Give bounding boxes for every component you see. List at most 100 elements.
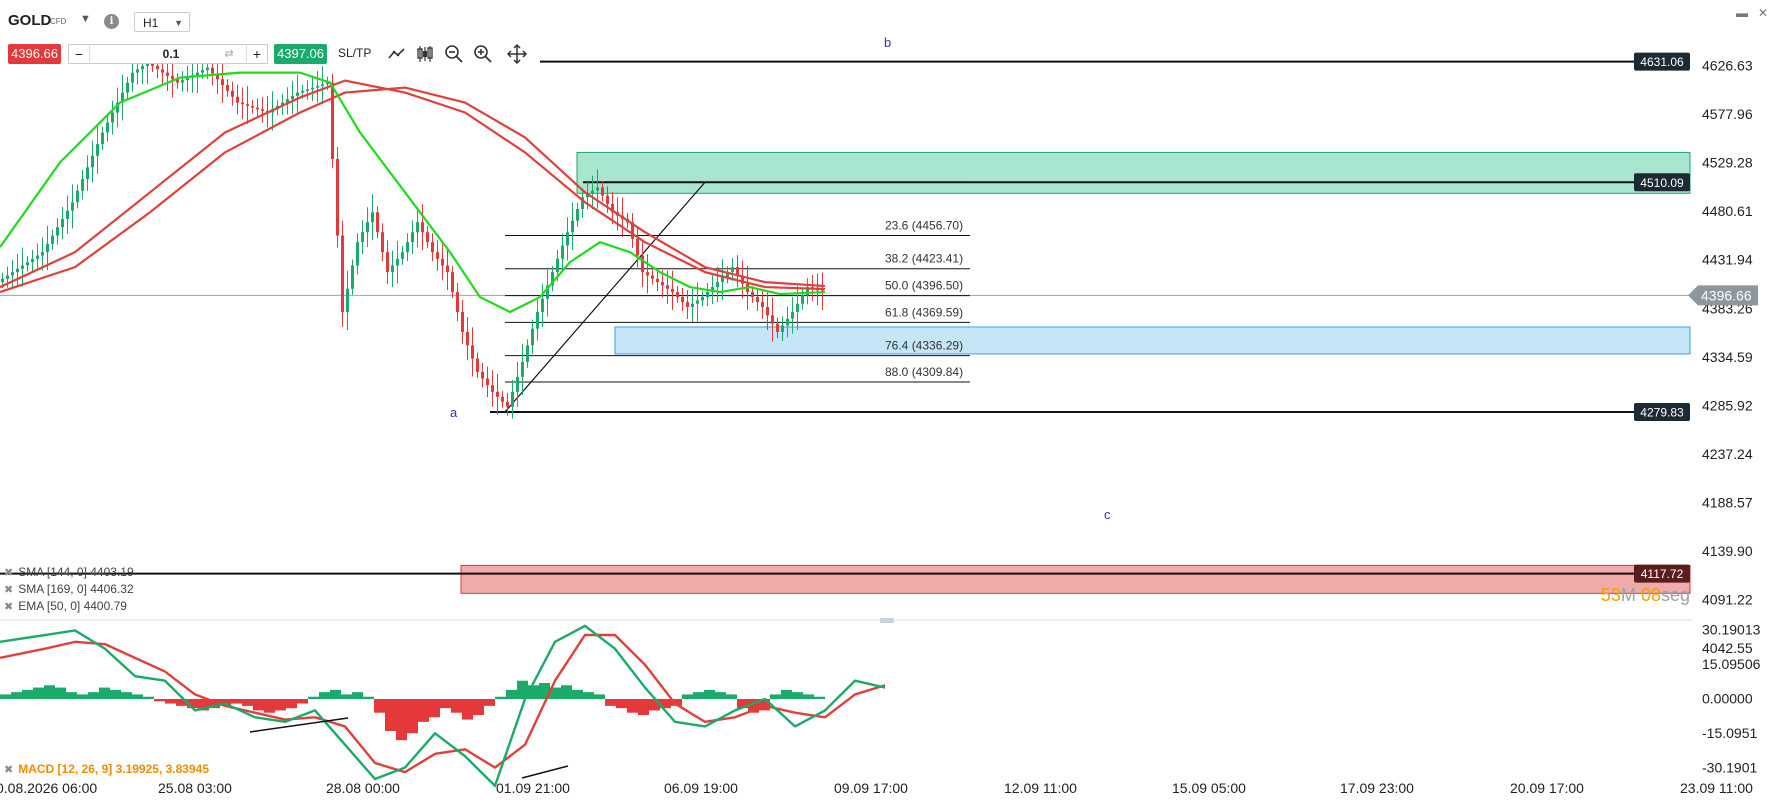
macd-histogram-bar	[330, 689, 341, 700]
candle-body	[146, 62, 149, 66]
candle-body	[506, 401, 509, 407]
level-price-badge	[1634, 173, 1690, 192]
remove-indicator-icon[interactable]: ✖	[4, 764, 14, 776]
price-axis-tick-label: 4091.22	[1702, 592, 1753, 608]
candle-body	[576, 208, 579, 221]
candle-body	[316, 85, 319, 88]
candle-body	[581, 197, 584, 209]
remove-indicator-icon[interactable]: ✖	[4, 567, 14, 579]
line-chart-icon[interactable]	[386, 43, 408, 65]
macd-histogram-bar	[55, 687, 66, 699]
quantity-value[interactable]: 0.1	[162, 47, 180, 61]
candle-body	[126, 82, 129, 93]
candle-body	[771, 315, 774, 324]
macd-histogram-bar	[693, 692, 704, 700]
candle-body	[766, 307, 769, 316]
macd-histogram-bar	[319, 692, 330, 700]
wave-label-b: b	[884, 35, 891, 50]
macd-histogram-bar	[22, 689, 33, 700]
sma144-legend[interactable]: ✖ SMA [144, 0] 4403.19	[4, 565, 134, 579]
candle-body	[801, 295, 804, 304]
sltp-button[interactable]: SL/TP	[338, 46, 372, 60]
quantity-stepper[interactable]: − 0.1 ⇄ +	[68, 44, 268, 64]
candle-body	[251, 105, 254, 108]
candle-body	[141, 65, 144, 70]
close-icon[interactable]: ✕	[1757, 6, 1768, 20]
candle-body	[161, 69, 164, 73]
candle-body	[211, 67, 214, 74]
candle-body	[541, 298, 544, 313]
macd-legend[interactable]: ✖ MACD [12, 26, 9] 3.19925, 3.83945	[4, 762, 209, 776]
symbol-dropdown-icon[interactable]: ▼	[80, 13, 91, 25]
candle-body	[401, 252, 404, 259]
remove-indicator-icon[interactable]: ✖	[4, 584, 14, 596]
zoom-out-icon[interactable]	[443, 43, 465, 65]
candle-body	[341, 235, 344, 313]
macd-axis-tick-label: 30.19013	[1702, 622, 1761, 638]
minimize-icon[interactable]: ▬	[1736, 6, 1748, 20]
macd-histogram-bar	[781, 689, 792, 700]
macd-histogram-bar	[649, 699, 660, 711]
macd-divergence-line	[521, 765, 569, 779]
candle-body	[651, 275, 654, 279]
macd-histogram-bar	[539, 683, 550, 699]
chevron-down-icon: ▼	[174, 18, 183, 28]
macd-histogram-bar	[209, 699, 220, 709]
macd-histogram-bar	[704, 689, 715, 700]
macd-histogram-bar	[308, 696, 319, 700]
price-axis-tick-label: 4188.57	[1702, 494, 1753, 510]
macd-histogram-bar	[77, 694, 88, 700]
macd-axis-tick-label: 15.09506	[1702, 656, 1761, 672]
candle-body	[701, 297, 704, 301]
chart-toolbar: GOLD CFD ▼ i H1 ▼ 4396.66 − 0.1 ⇄ + 4397…	[0, 0, 540, 72]
macd-histogram-bar	[363, 696, 374, 700]
decrease-button[interactable]: −	[69, 45, 90, 63]
candle-body	[171, 75, 174, 80]
sma169-legend[interactable]: ✖ SMA [169, 0] 4406.32	[4, 582, 134, 596]
candle-body	[26, 262, 29, 266]
candlestick-icon[interactable]	[414, 43, 436, 65]
candle-body	[796, 303, 799, 313]
candle-body	[201, 70, 204, 73]
macd-histogram-bar	[121, 692, 132, 700]
macd-histogram-bar	[143, 696, 154, 700]
candle-body	[521, 361, 524, 377]
swap-icon[interactable]: ⇄	[224, 48, 234, 60]
level-price-label: 4510.09	[1640, 176, 1684, 190]
pan-icon[interactable]	[506, 43, 528, 65]
timer-seconds: 08	[1640, 585, 1661, 605]
macd-histogram-bar	[440, 699, 451, 709]
remove-indicator-icon[interactable]: ✖	[4, 601, 14, 613]
candle-countdown: 53M 08seg	[1601, 585, 1690, 606]
candle-body	[366, 222, 369, 233]
symbol-name[interactable]: GOLD	[8, 12, 52, 29]
sma144-line	[0, 79, 826, 291]
candle-body	[606, 195, 609, 204]
timer-seconds-unit: seg	[1660, 585, 1690, 605]
candle-body	[596, 187, 599, 191]
info-icon[interactable]: i	[104, 14, 119, 29]
macd-histogram-bar	[517, 680, 528, 699]
increase-button[interactable]: +	[246, 45, 267, 63]
candle-body	[176, 79, 179, 83]
ema50-legend[interactable]: ✖ EMA [50, 0] 4400.79	[4, 599, 127, 613]
buy-price-button[interactable]: 4397.06	[274, 44, 327, 64]
timeframe-select[interactable]: H1 ▼	[134, 12, 190, 32]
candle-body	[421, 222, 424, 233]
fib-trend-line	[504, 181, 706, 413]
candle-body	[641, 255, 644, 273]
zoom-in-icon[interactable]	[472, 43, 494, 65]
sell-price-button[interactable]: 4396.66	[8, 44, 61, 64]
candle-body	[556, 258, 559, 273]
candle-body	[91, 155, 94, 168]
panel-resize-handle	[880, 618, 894, 623]
candle-body	[441, 258, 444, 266]
candle-body	[186, 77, 189, 81]
fib-level-label: 23.6 (4456.70)	[885, 219, 963, 233]
candle-body	[336, 159, 339, 236]
macd-histogram-bar	[638, 699, 649, 715]
wave-label-a: a	[450, 405, 458, 420]
candle-body	[66, 210, 69, 219]
timer-minutes: 53	[1600, 585, 1621, 605]
